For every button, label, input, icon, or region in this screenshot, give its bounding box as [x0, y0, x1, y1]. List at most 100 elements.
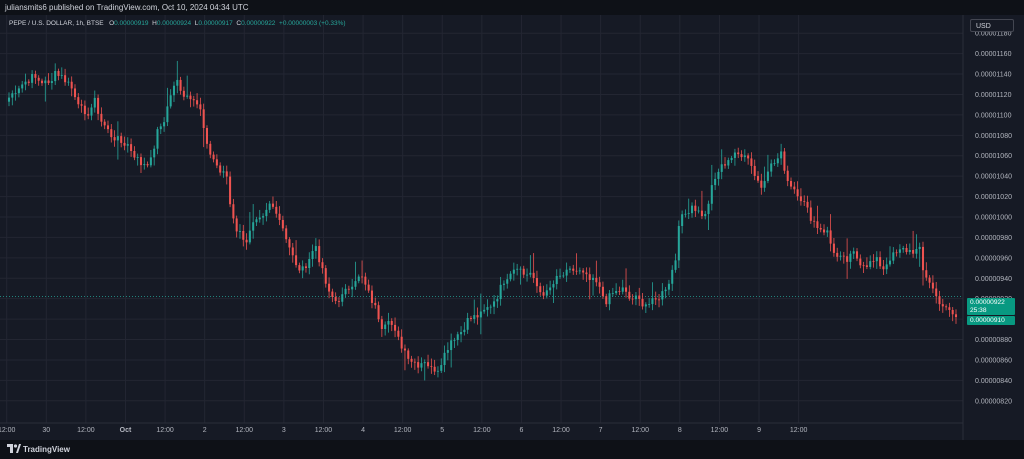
y-tick-label: 0.00001180: [975, 31, 1012, 38]
candle-body: [337, 300, 340, 302]
candle-body: [661, 291, 664, 300]
candle-body: [493, 301, 496, 307]
candle-body: [113, 137, 116, 141]
candle-body: [644, 304, 647, 307]
candle-body: [67, 81, 70, 83]
candle-body: [849, 253, 852, 262]
x-tick-label: 5: [440, 427, 444, 434]
candle-body: [153, 148, 156, 158]
candle-body: [615, 290, 618, 294]
bar-countdown: 25:38: [970, 307, 987, 314]
candle-body: [803, 201, 806, 202]
x-tick-label: 12:00: [790, 427, 808, 434]
low-price-value: 0.00000910: [970, 317, 1005, 324]
tradingview-logo-icon[interactable]: [7, 443, 21, 455]
candle-body: [555, 275, 558, 285]
candle-body: [143, 164, 146, 166]
candle-body: [813, 220, 816, 222]
candle-body: [212, 154, 215, 160]
currency-button[interactable]: USD: [970, 19, 1014, 32]
candle-body: [905, 247, 908, 253]
candlestick-chart[interactable]: 0.00001180 0.00001160 0.00001140 0.00001120…: [0, 15, 1024, 440]
candle-body: [156, 129, 159, 149]
candle-body: [126, 144, 129, 146]
candle-body: [466, 318, 469, 330]
candle-body: [27, 81, 30, 83]
candle-body: [281, 219, 284, 229]
candle-body: [199, 104, 202, 110]
candle-body: [436, 370, 439, 372]
candle-body: [832, 243, 835, 253]
x-tick-label: 12:00: [394, 427, 412, 434]
candle-body: [179, 79, 182, 91]
candle-body: [380, 319, 383, 330]
candle-body: [110, 129, 113, 138]
chart-area[interactable]: 0.00001180 0.00001160 0.00001140 0.00001120…: [0, 15, 1024, 440]
candle-body: [417, 362, 420, 368]
candle-body: [921, 246, 925, 271]
candle-body: [278, 213, 281, 220]
x-tick-label: 8: [678, 427, 682, 434]
legend-high-label: H: [152, 20, 157, 27]
candle-body: [776, 158, 779, 164]
candle-body: [209, 143, 212, 155]
tradingview-brand[interactable]: TradingView: [23, 445, 70, 454]
x-tick-label: 12:00: [473, 427, 491, 434]
candle-body: [766, 171, 769, 182]
candle-body: [786, 170, 789, 182]
candle-body: [387, 320, 390, 325]
candle-body: [341, 294, 344, 302]
candle-body: [374, 302, 377, 306]
candle-body: [674, 260, 677, 270]
candle-body: [80, 104, 83, 106]
candle-body: [756, 175, 760, 181]
candle-body: [908, 249, 911, 253]
legend-open-value: 0.00000919: [114, 20, 149, 27]
candle-body: [291, 247, 294, 256]
candle-body: [793, 186, 796, 190]
candle-body: [740, 154, 743, 158]
last-price-tag: 0.00000922 25:38: [967, 298, 1015, 315]
candle-body: [529, 272, 532, 275]
candle-body: [130, 144, 133, 151]
y-tick-label: 0.00000860: [975, 357, 1012, 364]
candle-body: [727, 160, 730, 166]
candle-body: [159, 126, 162, 130]
candle-body: [816, 221, 819, 228]
candle-body: [483, 309, 486, 312]
candle-body: [64, 75, 67, 83]
candle-body: [57, 71, 60, 76]
candle-body: [516, 268, 519, 270]
candle-body: [789, 181, 793, 187]
candle-body: [542, 292, 545, 296]
candle-body: [898, 249, 901, 253]
candle-body: [562, 275, 565, 277]
candle-body: [321, 262, 324, 269]
candle-body: [654, 298, 657, 300]
y-tick-label: 0.00001040: [975, 174, 1012, 181]
candle-body: [506, 279, 509, 284]
candle-body: [453, 339, 456, 341]
candle-body: [334, 296, 337, 301]
y-tick-label: 0.00001140: [975, 72, 1012, 79]
candle-body: [443, 352, 446, 366]
candle-body: [476, 315, 479, 318]
candle-body: [724, 164, 727, 166]
candle-body: [819, 227, 822, 230]
candle-body: [169, 95, 172, 107]
candle-body: [123, 142, 126, 146]
candle-body: [687, 213, 690, 214]
candle-body: [430, 366, 433, 368]
candle-body: [875, 257, 878, 262]
legend-symbol: PEPE / U.S. DOLLAR, 1h, BTSE: [9, 20, 104, 27]
candle-body: [120, 136, 123, 143]
legend-low-label: L: [194, 20, 199, 27]
candle-body: [149, 157, 152, 166]
candle-body: [859, 258, 862, 266]
candle-body: [394, 324, 397, 331]
candle-body: [512, 269, 515, 274]
candle-body: [24, 81, 27, 85]
candle-body: [770, 163, 773, 172]
candle-body: [60, 75, 63, 77]
legend-close-value: 0.00000922: [241, 20, 276, 27]
